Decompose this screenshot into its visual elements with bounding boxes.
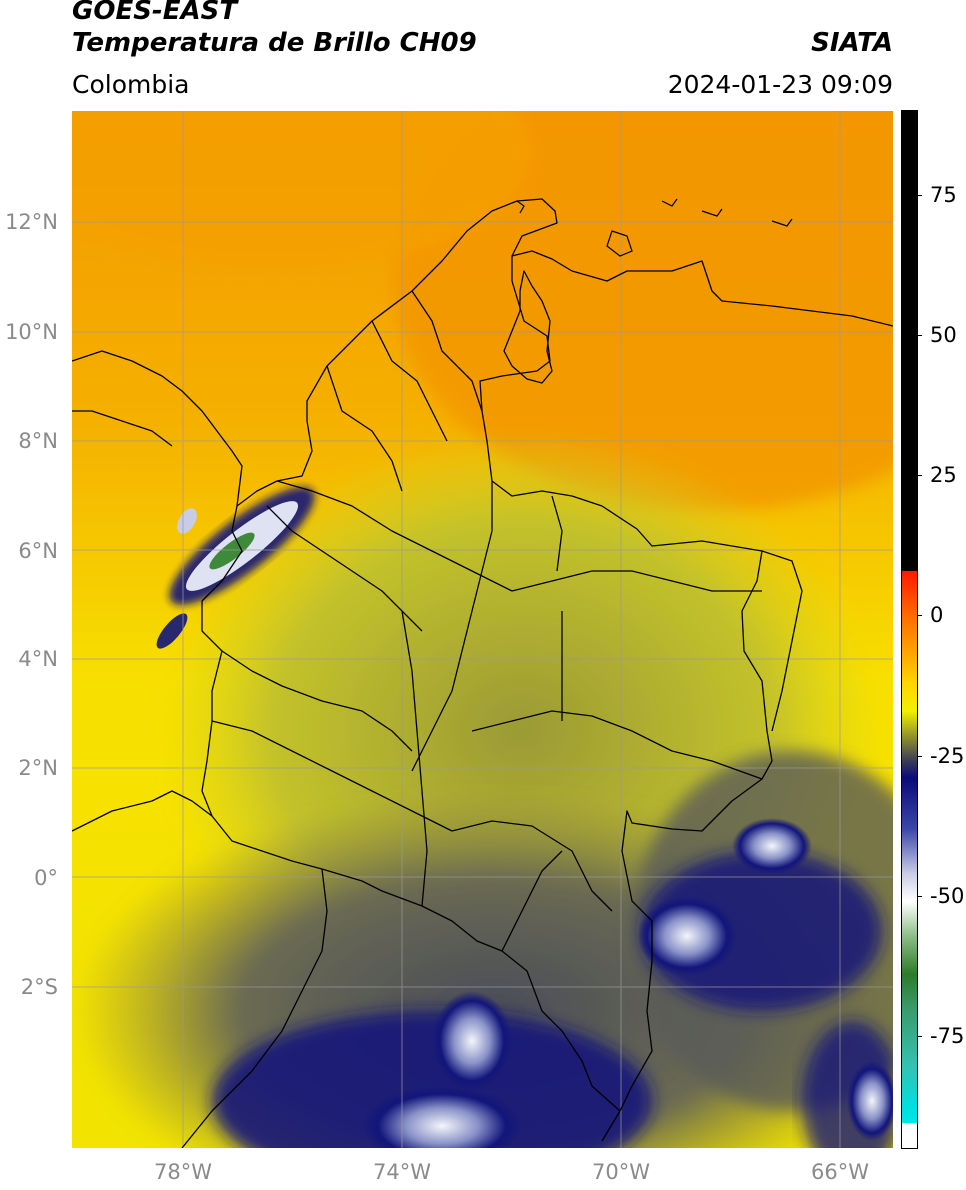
lon-label: 70°W xyxy=(592,1160,650,1184)
lat-label: 12°N xyxy=(5,210,58,234)
colorbar-tick xyxy=(917,195,922,197)
title-product: Temperatura de Brillo CH09 xyxy=(72,28,477,58)
graticule xyxy=(72,111,893,1148)
field-orange-ne xyxy=(392,111,893,511)
lat-label: 2°N xyxy=(18,756,58,780)
lat-label: 0° xyxy=(34,866,58,890)
lon-label: 66°W xyxy=(811,1160,869,1184)
colorbar-tick-label: 50 xyxy=(930,323,957,348)
lat-label: 4°N xyxy=(18,647,58,671)
colorbar-tick xyxy=(917,755,922,757)
lat-label: 8°N xyxy=(18,429,58,453)
islands xyxy=(516,198,793,257)
cloud-top-east xyxy=(637,896,737,976)
lat-label: 6°N xyxy=(18,539,58,563)
colorbar xyxy=(901,110,918,1149)
colorbar-tick-label: 0 xyxy=(930,603,944,628)
colorbar-tick xyxy=(917,615,922,617)
source-label: SIATA xyxy=(811,28,893,58)
colorbar-tick xyxy=(917,475,922,477)
colorbar-tick xyxy=(917,895,922,897)
lon-label: 74°W xyxy=(373,1160,431,1184)
colorbar-tick-label: 25 xyxy=(930,463,957,488)
datetime-label: 2024-01-23 09:09 xyxy=(667,70,893,99)
colorbar-tick-label: -25 xyxy=(930,743,965,768)
satellite-map[interactable] xyxy=(72,111,893,1148)
colorbar-tick-label: -75 xyxy=(930,1023,965,1048)
colorbar-tick-label: 75 xyxy=(930,183,957,208)
convection-south xyxy=(212,1011,652,1148)
lat-label: 10°N xyxy=(5,320,58,344)
region-label: Colombia xyxy=(72,70,190,99)
map-svg xyxy=(72,111,893,1148)
colorbar-tick-label: -50 xyxy=(930,883,965,908)
title-satellite: GOES-EAST xyxy=(72,0,238,26)
colorbar-tick xyxy=(917,1035,922,1037)
colorbar-tick xyxy=(917,335,922,337)
lat-label: 2°S xyxy=(20,975,58,999)
lon-label: 78°W xyxy=(154,1160,212,1184)
country-borders xyxy=(72,198,893,1148)
